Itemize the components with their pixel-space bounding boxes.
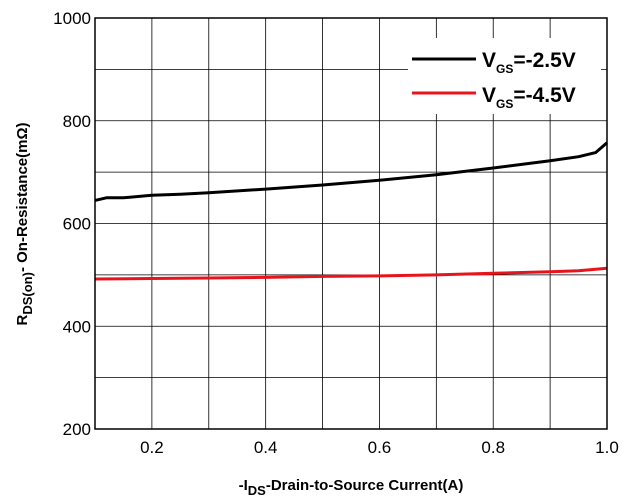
series-lines bbox=[94, 141, 608, 281]
legend-label-vgs-2-5v: VGS=-2.5V bbox=[482, 49, 576, 76]
y-tick-label: 1000 bbox=[53, 9, 91, 28]
y-tick-label: 800 bbox=[63, 112, 91, 131]
y-tick-labels: 200 400 600 800 1000 bbox=[53, 9, 91, 439]
x-tick-labels: 0.2 0.4 0.6 0.8 1.0 bbox=[140, 438, 619, 457]
series-line-vgs-4-5v bbox=[94, 266, 608, 281]
y-axis-label: RDS(on)- On-Resistance(mΩ) bbox=[14, 122, 35, 325]
y-tick-label: 400 bbox=[63, 317, 91, 336]
legend-box bbox=[408, 38, 601, 114]
x-tick-label: 0.4 bbox=[254, 438, 278, 457]
series-line-vgs-2-5v bbox=[94, 141, 608, 202]
plot-frame bbox=[94, 17, 608, 430]
x-tick-label: 0.8 bbox=[481, 438, 505, 457]
legend-label-vgs-4-5v: VGS=-4.5V bbox=[482, 84, 576, 111]
y-tick-label: 200 bbox=[63, 420, 91, 439]
x-axis-label: -IDS-Drain-to-Source Current(A) bbox=[239, 477, 464, 498]
legend: VGS=-2.5V VGS=-4.5V bbox=[408, 38, 601, 114]
x-tick-label: 0.6 bbox=[368, 438, 392, 457]
x-tick-label: 0.2 bbox=[140, 438, 164, 457]
y-tick-label: 600 bbox=[63, 215, 91, 234]
x-tick-label: 1.0 bbox=[595, 438, 619, 457]
